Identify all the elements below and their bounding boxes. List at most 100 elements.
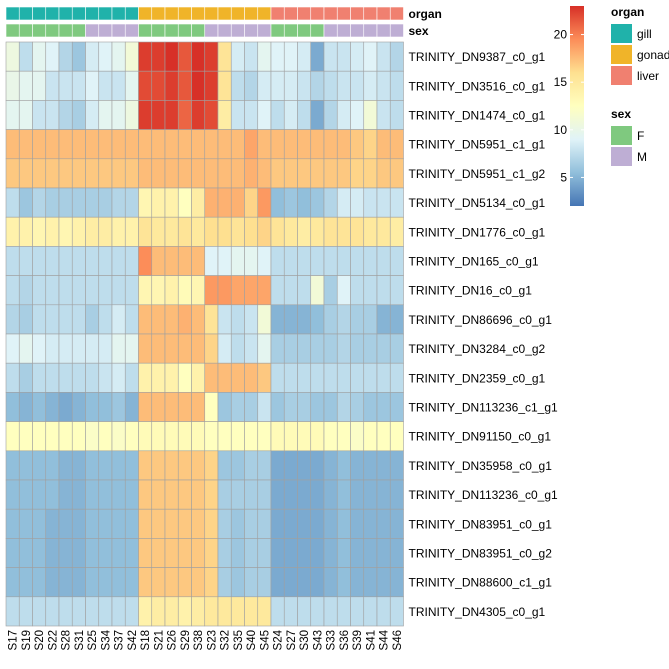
sex-annotation-cell [32, 23, 47, 38]
heatmap-cell [230, 450, 245, 481]
heatmap-cell [283, 246, 298, 276]
heatmap-cell [45, 41, 60, 72]
heatmap-cell [204, 596, 219, 627]
heatmap-cell [5, 508, 20, 539]
sex-annotation-cell [98, 23, 113, 38]
heatmap-cell [283, 216, 298, 247]
heatmap-cell [336, 275, 351, 306]
heatmap-cell [336, 421, 351, 452]
heatmap-cell [336, 100, 351, 130]
heatmap-cell [18, 70, 33, 101]
heatmap-cell [376, 246, 391, 276]
heatmap-cell [71, 100, 86, 130]
heatmap-cell [310, 275, 325, 306]
heatmap-cell [191, 41, 206, 72]
heatmap-cell [5, 100, 20, 130]
heatmap-cell [98, 158, 113, 189]
heatmap-cell [151, 392, 166, 422]
organ-annotation-cell [323, 6, 338, 21]
heatmap-cell [376, 41, 391, 72]
heatmap-cell [58, 70, 73, 101]
heatmap-cell [98, 216, 113, 247]
heatmap-cell [204, 333, 219, 364]
heatmap-cell [376, 538, 391, 568]
heatmap-cell [71, 129, 86, 160]
heatmap-cell [58, 421, 73, 452]
heatmap-cell [230, 216, 245, 247]
heatmap-cell [283, 333, 298, 364]
heatmap-cell [164, 246, 179, 276]
heatmap-cell [389, 304, 404, 335]
heatmap-cell [230, 596, 245, 627]
heatmap-cell [270, 596, 285, 627]
column-label: S29 [180, 630, 192, 650]
heatmap-cell [124, 362, 139, 393]
column-label: S28 [61, 630, 73, 650]
sex-legend-swatch [611, 126, 632, 145]
heatmap-cell [257, 333, 272, 364]
heatmap-cell [32, 421, 47, 452]
sex-annotation-cell [363, 23, 378, 38]
heatmap-cell [32, 479, 47, 510]
heatmap-cell [124, 100, 139, 130]
heatmap-cell [177, 70, 192, 101]
sex-annotation-cell [323, 23, 338, 38]
heatmap-cell [270, 538, 285, 568]
heatmap-cell [45, 158, 60, 189]
heatmap-cell [204, 216, 219, 247]
heatmap-cell [270, 41, 285, 72]
heatmap-cell [191, 304, 206, 335]
heatmap-cell [138, 100, 153, 130]
heatmap-cell [191, 567, 206, 598]
organ-annotation-cell [376, 6, 391, 21]
heatmap-cell [297, 567, 312, 598]
heatmap-cell [323, 567, 338, 598]
sex-annotation-cell [191, 23, 206, 38]
heatmap-cell [310, 567, 325, 598]
heatmap-cell [164, 41, 179, 72]
heatmap-cell [71, 421, 86, 452]
column-label: S45 [259, 630, 271, 650]
heatmap-cell [389, 567, 404, 598]
color-scale-tick-label: 20 [554, 28, 568, 42]
heatmap-cell [257, 596, 272, 627]
heatmap-cell [32, 129, 47, 160]
heatmap-cell [310, 158, 325, 189]
heatmap-cell [85, 304, 100, 335]
heatmap-cell [138, 129, 153, 160]
heatmap-cell [230, 362, 245, 393]
heatmap-cell [389, 100, 404, 130]
sex-legend-label: F [637, 129, 644, 143]
row-label: TRINITY_DN35958_c0_g1 [409, 459, 553, 473]
heatmap-cell [217, 41, 232, 72]
heatmap-cell [217, 596, 232, 627]
heatmap-cell [244, 275, 259, 306]
heatmap-cell [138, 508, 153, 539]
heatmap-cell [71, 567, 86, 598]
heatmap-cell [58, 275, 73, 306]
heatmap-cell [45, 333, 60, 364]
heatmap-cell [18, 41, 33, 72]
sex-legend-swatch [611, 147, 632, 166]
heatmap-cell [151, 450, 166, 481]
heatmap-cell [98, 450, 113, 481]
heatmap-cell [376, 333, 391, 364]
heatmap-cell [310, 421, 325, 452]
sex-annotation-cell [5, 23, 20, 38]
heatmap-cell [164, 567, 179, 598]
organ-legend-label: liver [637, 69, 659, 83]
heatmap-cell [85, 246, 100, 276]
heatmap-cell [270, 479, 285, 510]
heatmap-cell [98, 508, 113, 539]
column-label: S44 [379, 629, 391, 650]
heatmap-cell [230, 129, 245, 160]
heatmap-cell [376, 158, 391, 189]
heatmap-cell [111, 129, 126, 160]
heatmap-cell [5, 246, 20, 276]
heatmap-cell [376, 129, 391, 160]
heatmap-cell [111, 450, 126, 481]
heatmap-cell [350, 567, 365, 598]
heatmap-cell [336, 567, 351, 598]
heatmap-cell [336, 129, 351, 160]
heatmap-cell [164, 450, 179, 481]
